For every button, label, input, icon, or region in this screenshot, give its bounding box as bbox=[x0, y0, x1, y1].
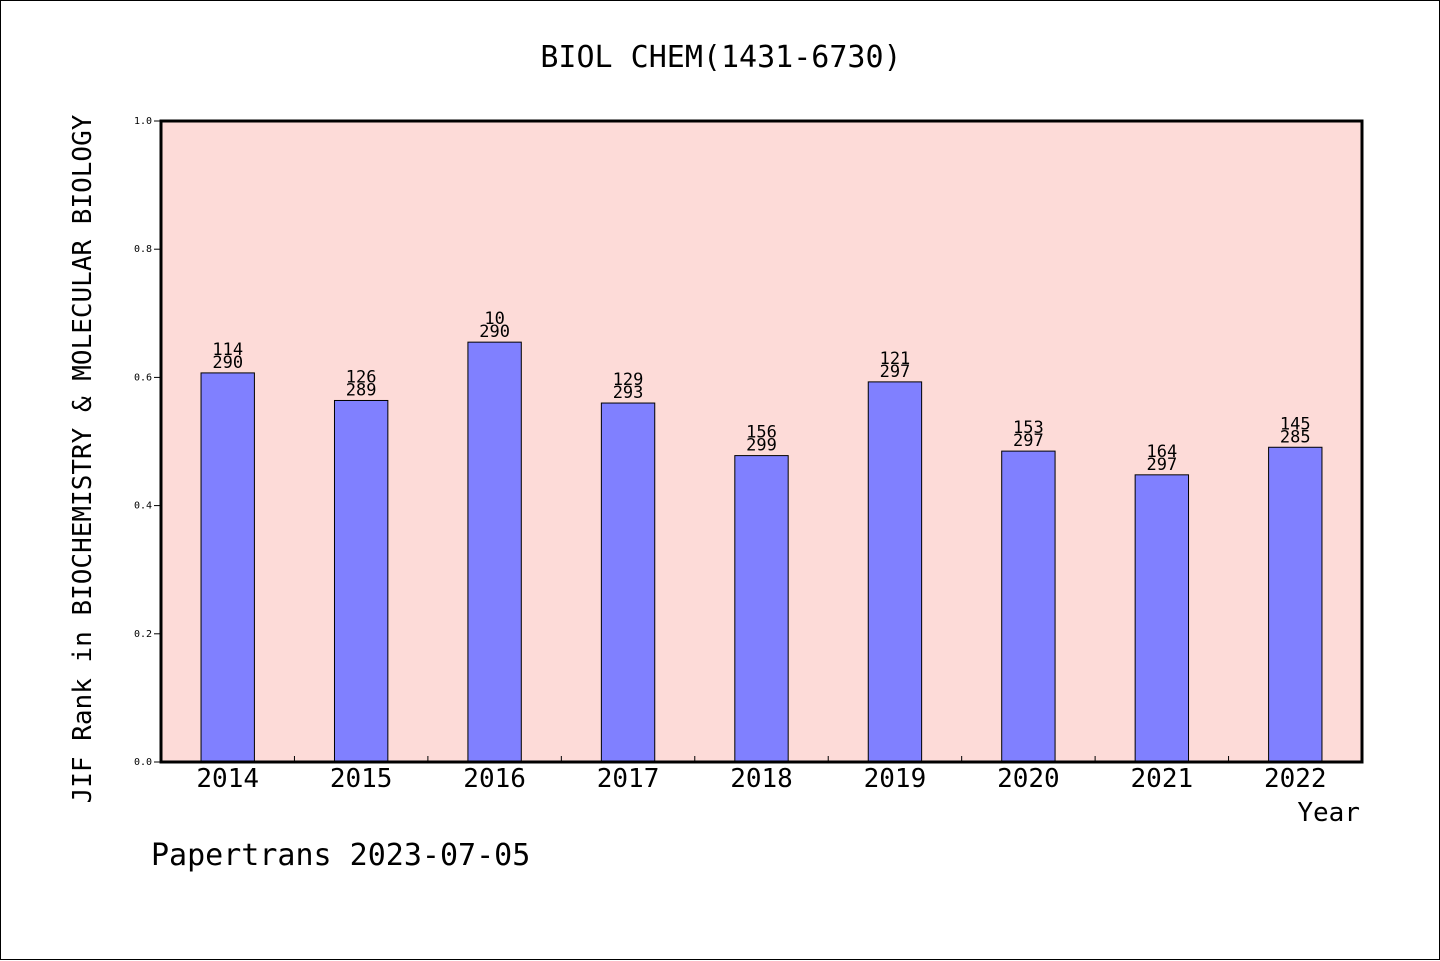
x-tick-label: 2014 bbox=[196, 764, 259, 794]
y-tick-label: 0.4 bbox=[134, 501, 152, 512]
bar-total-label: 293 bbox=[613, 383, 644, 403]
bar-total-label: 289 bbox=[346, 380, 377, 400]
bar bbox=[467, 341, 522, 763]
x-tick-label: 2021 bbox=[1131, 764, 1194, 794]
x-tick-label: 2017 bbox=[597, 764, 660, 794]
x-tick-label: 2020 bbox=[997, 764, 1060, 794]
bar-rank-label: 153 bbox=[1013, 418, 1044, 438]
bar bbox=[1268, 446, 1323, 763]
bar-rank-label: 129 bbox=[613, 370, 644, 390]
bar-total-label: 299 bbox=[746, 436, 777, 456]
bar-total-label: 290 bbox=[212, 353, 243, 373]
bar-rank-label: 145 bbox=[1280, 414, 1311, 434]
bar-rank-label: 156 bbox=[746, 423, 777, 443]
bar bbox=[867, 381, 923, 763]
y-tick-label: 0.0 bbox=[134, 757, 152, 768]
bar-total-label: 297 bbox=[880, 362, 911, 382]
y-tick-label: 0.2 bbox=[134, 629, 152, 640]
plot-border bbox=[159, 119, 1364, 764]
y-axis-label: JIF Rank in BIOCHEMISTRY & MOLECULAR BIO… bbox=[68, 114, 98, 803]
x-tick-label: 2019 bbox=[864, 764, 927, 794]
bar-rank-label: 126 bbox=[346, 367, 377, 387]
y-tick-label: 0.8 bbox=[134, 244, 152, 255]
footer-text: Papertrans 2023-07-05 bbox=[151, 838, 530, 873]
x-axis-label: Year bbox=[1297, 798, 1360, 828]
bar bbox=[200, 372, 255, 763]
y-tick-label: 0.6 bbox=[134, 372, 152, 383]
x-tick-label: 2015 bbox=[330, 764, 393, 794]
bar bbox=[333, 399, 389, 763]
bar-total-label: 297 bbox=[1146, 455, 1177, 475]
bar-rank-label: 121 bbox=[880, 349, 911, 369]
x-tick-label: 2016 bbox=[463, 764, 526, 794]
chart-title: BIOL CHEM(1431-6730) bbox=[540, 40, 901, 75]
y-tick-label: 1.0 bbox=[134, 116, 152, 127]
bar-rank-label: 114 bbox=[212, 340, 243, 360]
bar bbox=[600, 402, 656, 763]
bar bbox=[734, 455, 789, 763]
x-tick-label: 2022 bbox=[1264, 764, 1327, 794]
bar-total-label: 297 bbox=[1013, 431, 1044, 451]
bar-total-label: 285 bbox=[1280, 427, 1311, 447]
bar-rank-label: 10 bbox=[484, 309, 504, 329]
bar bbox=[1001, 450, 1056, 763]
bar bbox=[1134, 474, 1190, 763]
x-tick-label: 2018 bbox=[730, 764, 793, 794]
bar-rank-label: 164 bbox=[1146, 442, 1177, 462]
bar-total-label: 290 bbox=[479, 322, 510, 342]
